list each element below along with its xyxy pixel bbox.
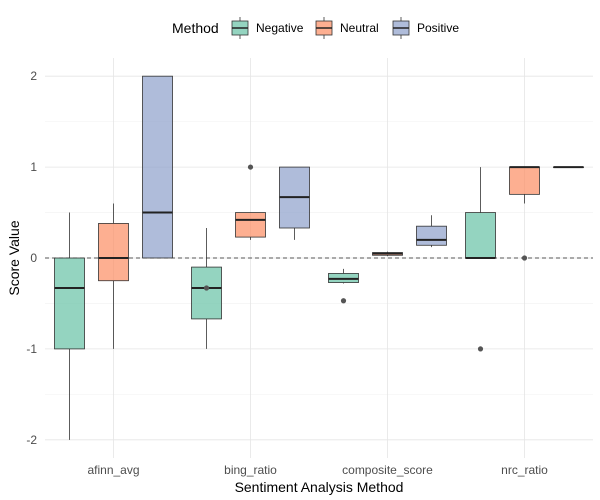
box-positive-bing_ratio bbox=[279, 166, 310, 240]
iqr-box bbox=[142, 75, 173, 259]
legend-title: Method bbox=[172, 20, 219, 36]
box-positive-afinn_avg bbox=[142, 75, 173, 259]
box-negative-nrc_ratio bbox=[465, 167, 496, 352]
legend: Method Negative Neutral Positive bbox=[172, 17, 459, 39]
box-plots bbox=[54, 75, 584, 440]
iqr-box bbox=[191, 266, 222, 320]
y-tick-label: 2 bbox=[30, 69, 37, 83]
box-negative-bing_ratio bbox=[191, 228, 222, 349]
x-tick-label: afinn_avg bbox=[87, 463, 139, 477]
legend-label: Neutral bbox=[340, 21, 379, 35]
outlier-point bbox=[477, 346, 484, 352]
x-tick-label: composite_score bbox=[342, 463, 433, 477]
box-neutral-afinn_avg bbox=[98, 203, 129, 349]
box-neutral-nrc_ratio bbox=[509, 166, 540, 261]
y-axis-ticks: -2 -1 0 1 2 bbox=[26, 69, 37, 447]
x-axis-ticks: afinn_avg bing_ratio composite_score nrc_ra… bbox=[87, 463, 548, 477]
box-negative-composite_score bbox=[328, 268, 359, 304]
box-positive-composite_score bbox=[416, 215, 447, 248]
x-tick-label: bing_ratio bbox=[224, 463, 277, 477]
legend-item-neutral: Neutral bbox=[315, 17, 379, 39]
y-tick-label: 0 bbox=[30, 251, 37, 265]
iqr-box bbox=[98, 223, 129, 282]
y-tick-label: -2 bbox=[26, 433, 37, 447]
legend-label: Negative bbox=[256, 21, 304, 35]
x-tick-label: nrc_ratio bbox=[501, 463, 548, 477]
outlier-point bbox=[340, 298, 347, 304]
y-axis-title: Score Value bbox=[6, 220, 22, 295]
box-positive-nrc_ratio bbox=[553, 166, 584, 169]
box-negative-afinn_avg bbox=[54, 212, 85, 440]
x-axis-title: Sentiment Analysis Method bbox=[235, 479, 404, 495]
y-tick-label: 1 bbox=[30, 160, 37, 174]
box-neutral-bing_ratio bbox=[235, 164, 266, 240]
outlier-point bbox=[247, 164, 254, 170]
y-tick-label: -1 bbox=[26, 342, 37, 356]
box-neutral-composite_score bbox=[372, 251, 403, 257]
iqr-box bbox=[509, 166, 540, 195]
outlier-point bbox=[521, 255, 528, 261]
legend-item-negative: Negative bbox=[231, 17, 304, 39]
legend-label: Positive bbox=[417, 21, 459, 35]
iqr-box bbox=[465, 212, 496, 259]
outlier-point bbox=[203, 285, 210, 291]
iqr-box bbox=[54, 257, 85, 350]
iqr-box bbox=[416, 225, 447, 246]
legend-item-positive: Positive bbox=[392, 17, 459, 39]
iqr-box bbox=[235, 212, 266, 238]
